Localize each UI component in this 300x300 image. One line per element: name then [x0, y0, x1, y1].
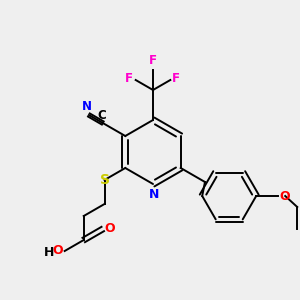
Text: N: N	[149, 188, 159, 201]
Text: O: O	[279, 190, 290, 202]
Text: F: F	[149, 54, 157, 67]
Text: O: O	[52, 244, 63, 257]
Text: O: O	[105, 223, 116, 236]
Text: S: S	[100, 173, 110, 187]
Text: N: N	[82, 100, 92, 113]
Text: C: C	[98, 109, 106, 122]
Text: F: F	[172, 73, 180, 85]
Text: H: H	[44, 245, 55, 259]
Text: F: F	[125, 73, 133, 85]
